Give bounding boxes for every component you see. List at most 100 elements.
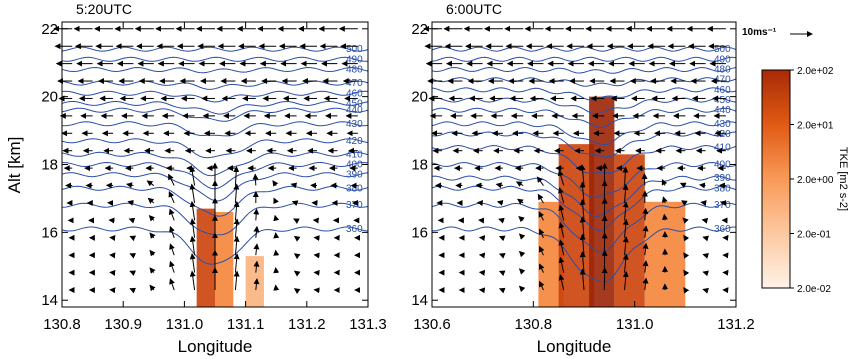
tke-shading-left: [196, 208, 264, 307]
wind-vector: [518, 285, 526, 293]
colorbar-label: 2.0e+00: [797, 175, 834, 186]
contour-label-360: 360: [714, 224, 731, 235]
wind-vector: [128, 217, 136, 224]
wind-vector: [189, 218, 196, 238]
y-axis-title-left: Alt [km]: [5, 137, 24, 194]
contour-label-500: 500: [714, 44, 731, 55]
tke-cell-3: [614, 154, 645, 307]
contour-label-490: 490: [714, 54, 731, 65]
wind-vector: [558, 256, 565, 273]
contour-label-470: 470: [346, 78, 363, 89]
wind-vector: [233, 253, 240, 273]
theta-contour-490: [431, 56, 737, 62]
wind-vector: [558, 204, 565, 221]
wind-vector: [273, 267, 280, 274]
y-tick-label: 14: [411, 292, 428, 309]
wind-vector: [273, 249, 280, 256]
theta-contour-390: [431, 175, 737, 218]
wind-vector: [538, 245, 545, 256]
theta-contour-470: [61, 80, 369, 90]
y-tick-label: 22: [41, 21, 58, 38]
colorbar-label: 2.0e+01: [797, 121, 834, 132]
contour-label-500: 500: [346, 44, 363, 55]
wind-vector: [622, 218, 629, 238]
contour-label-410: 410: [346, 149, 363, 160]
theta-contour-480: [61, 66, 369, 74]
wind-vector: [579, 181, 586, 203]
wind-vector: [293, 253, 301, 260]
wind-vector: [129, 235, 137, 242]
wind-vector: [642, 277, 649, 291]
tke-cell-2: [245, 256, 264, 307]
wind-vector: [273, 232, 280, 239]
wind-vector: [149, 267, 156, 274]
wind-vector: [498, 235, 506, 242]
wind-vector: [149, 284, 156, 292]
wind-vector: [169, 278, 175, 291]
wind-vector: [293, 218, 300, 224]
wind-vector: [253, 243, 260, 256]
wind-vector: [253, 278, 260, 291]
wind-vector: [147, 197, 155, 204]
wind-vector: [538, 211, 545, 221]
wind-vector: [293, 235, 301, 242]
theta-contour-410: [431, 144, 737, 174]
wind-vector: [679, 182, 687, 189]
contour-label-450: 450: [714, 95, 731, 106]
x-ticks-right: 130.6 130.8 131.0 131.2: [413, 22, 755, 333]
tke-cell-2: [589, 96, 615, 308]
wind-vector: [702, 270, 709, 277]
wind-vector: [129, 253, 137, 259]
wind-vector: [498, 270, 506, 277]
wind-vector: [498, 287, 506, 294]
wind-vector: [622, 271, 629, 291]
contour-label-440: 440: [714, 105, 731, 116]
colorbar-title: TKE [m2 s-2]: [837, 147, 849, 211]
wind-vector: [127, 199, 134, 206]
contour-label-390: 390: [346, 170, 363, 181]
wind-vector: [518, 233, 526, 240]
theta-contour-430: [431, 121, 737, 146]
wind-vector: [272, 180, 279, 187]
wind-vector: [169, 225, 175, 238]
wind-vector: [558, 221, 565, 238]
wind-vector: [661, 213, 668, 221]
theta-contour-490: [61, 56, 369, 62]
wind-vector: [290, 182, 298, 189]
x-tick-label: 131.3: [349, 316, 387, 333]
y-tick-label: 16: [411, 224, 428, 241]
theta-contour-480: [431, 66, 737, 74]
y-tick-label: 18: [411, 157, 428, 174]
wind-vector: [273, 284, 280, 291]
contour-label-390: 390: [714, 173, 731, 184]
wind-vector: [148, 215, 156, 222]
wind-vector: [538, 228, 545, 238]
wind-vector: [498, 253, 506, 259]
wind-vector: [642, 225, 649, 238]
wind-vector: [189, 183, 196, 204]
wind-vector: [518, 250, 526, 258]
wind-vector: [579, 216, 586, 238]
y-tick-label: 18: [41, 157, 58, 174]
wind-vector: [682, 217, 689, 224]
theta-contour-450: [61, 100, 369, 115]
wind-vector: [189, 253, 196, 273]
x-tick-label: 130.9: [104, 316, 142, 333]
contour-label-460: 460: [714, 85, 731, 96]
wind-vector: [558, 239, 565, 256]
wind-vector: [253, 260, 260, 273]
tke-cell-0: [196, 208, 215, 307]
wind-vector: [233, 166, 240, 186]
wind-vector: [642, 242, 649, 256]
wind-vector: [538, 263, 545, 273]
x-tick-label: 130.8: [43, 316, 81, 333]
wind-vector: [683, 252, 690, 259]
wind-vector: [538, 280, 545, 291]
x-tick-label: 131.1: [227, 316, 265, 333]
wind-vector: [518, 216, 525, 223]
panel-right: 6:00UTC 36037038039040041042043044045046…: [411, 1, 754, 356]
theta-contour-430: [61, 121, 369, 137]
wind-vector: [681, 200, 688, 206]
